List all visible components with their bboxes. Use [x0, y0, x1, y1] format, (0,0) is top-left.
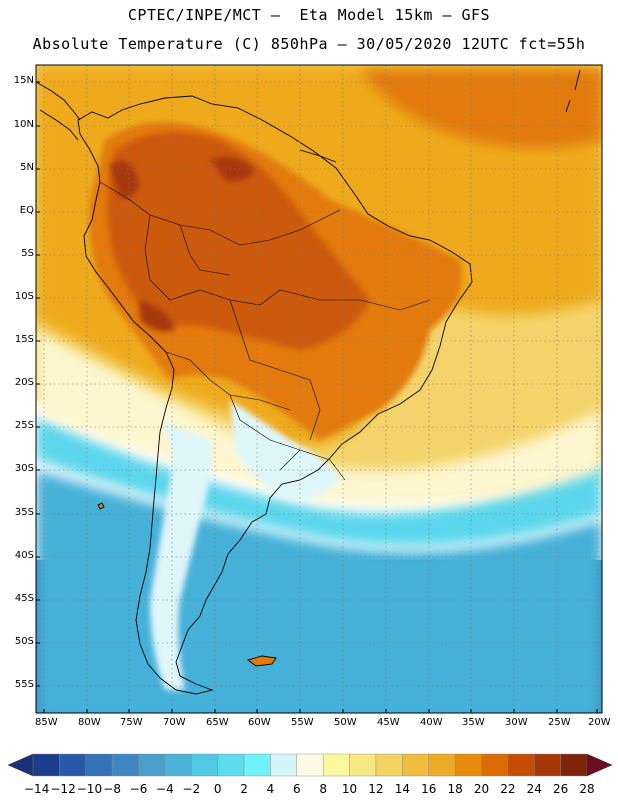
country-borders	[99, 181, 431, 481]
axis-ticks	[36, 81, 598, 713]
colorbar-label: −4	[156, 782, 174, 796]
colorbar-label: 24	[526, 782, 542, 796]
lon-label: 20W	[588, 717, 611, 728]
lon-label: 55W	[291, 717, 314, 728]
lat-label: 15N	[13, 75, 34, 86]
colorbar-label: 18	[447, 782, 463, 796]
title-line-1: CPTEC/INPE/MCT – Eta Model 15km – GFS	[127, 6, 491, 24]
lon-label: 60W	[248, 717, 271, 728]
colorbar-label: 26	[552, 782, 569, 796]
colorbar-swatch	[243, 753, 271, 777]
land-pampas-cool	[230, 400, 340, 500]
colorbar-label: 4	[266, 782, 275, 796]
colorbar-swatch	[59, 753, 86, 777]
colorbar-label: −14	[24, 782, 50, 796]
colorbar-swatch	[111, 753, 139, 777]
lat-label: 40S	[14, 550, 34, 561]
colorbar-swatch	[507, 753, 535, 777]
colorbar-label: 20	[473, 782, 490, 796]
land-andes-cool	[150, 420, 212, 690]
colorbar-low-arrow	[7, 753, 34, 777]
ocean-warm-patch	[360, 70, 602, 148]
lat-label: 45S	[14, 593, 34, 604]
colorbar-label: 10	[341, 782, 358, 796]
colorbar-swatch	[322, 753, 350, 777]
lon-label: 25W	[548, 717, 571, 728]
lat-label: 50S	[14, 636, 34, 647]
colorbar-swatch	[534, 753, 561, 777]
colorbar-swatch	[217, 753, 245, 777]
colorbar	[7, 753, 613, 777]
colorbar-swatch	[375, 753, 403, 777]
lat-label: 10N	[13, 119, 34, 130]
colorbar-label: 14	[394, 782, 410, 796]
colorbar-label: −2	[182, 782, 201, 796]
lon-label: 30W	[505, 717, 528, 728]
lat-label: 10S	[14, 291, 34, 302]
colorbar-label: 0	[213, 782, 222, 796]
colorbar-label: 22	[500, 782, 516, 796]
lon-label: 70W	[163, 717, 186, 728]
lon-label: 50W	[334, 717, 357, 728]
colorbar-label: 6	[292, 782, 301, 796]
band-cool	[36, 415, 602, 547]
lat-label: 35S	[14, 507, 34, 518]
colorbar-label: 12	[368, 782, 384, 796]
lat-label: 25S	[14, 420, 34, 431]
colorbar-label: −6	[129, 782, 148, 796]
lat-label: 55S	[14, 679, 34, 690]
colorbar-swatch	[349, 753, 377, 777]
colorbar-label: 16	[421, 782, 437, 796]
lon-label: 80W	[78, 717, 101, 728]
lon-label: 65W	[206, 717, 229, 728]
pacific-island	[97, 502, 105, 510]
colorbar-label: −12	[50, 782, 76, 796]
colorbar-swatch	[138, 753, 166, 777]
land-extreme	[110, 156, 255, 332]
colorbar-label: 8	[319, 782, 327, 796]
lat-label: EQ	[19, 205, 34, 216]
colorbar-swatch	[560, 753, 588, 777]
coastline-south-america	[77, 95, 473, 695]
lat-label: 5S	[21, 248, 34, 259]
colorbar-label: 28	[579, 782, 595, 796]
colorbar-swatch	[402, 753, 429, 777]
coastline-central-america	[35, 69, 581, 163]
colorbar-swatch	[85, 753, 113, 777]
colorbar-swatch	[270, 753, 298, 777]
colorbar-label: 2	[240, 782, 248, 796]
lon-label: 85W	[35, 717, 58, 728]
colorbar-swatch	[191, 753, 218, 777]
colorbar-label: −10	[76, 782, 103, 796]
colorbar-label: −8	[103, 782, 121, 796]
colorbar-swatch	[481, 753, 509, 777]
colorbar-swatch	[32, 753, 60, 777]
colorbar-swatch	[164, 753, 192, 777]
lon-label: 35W	[462, 717, 485, 728]
lat-label: 15S	[14, 334, 34, 345]
lat-label: 5N	[20, 162, 34, 173]
lat-label: 20S	[14, 377, 34, 388]
map-frame	[35, 64, 603, 714]
lat-lon-gridlines	[36, 65, 602, 713]
title-line-2: Absolute Temperature (C) 850hPa – 30/05/…	[32, 35, 586, 53]
lat-label: 30S	[14, 463, 34, 474]
colorbar-high-arrow	[586, 753, 613, 777]
colorbar-swatch	[296, 753, 324, 777]
colorbar-swatch	[454, 753, 482, 777]
falkland-islands	[247, 655, 277, 667]
colorbar-swatch	[428, 753, 456, 777]
lon-label: 75W	[120, 717, 143, 728]
lon-label: 40W	[420, 717, 443, 728]
land-very-hot	[107, 132, 370, 350]
lon-label: 45W	[377, 717, 400, 728]
